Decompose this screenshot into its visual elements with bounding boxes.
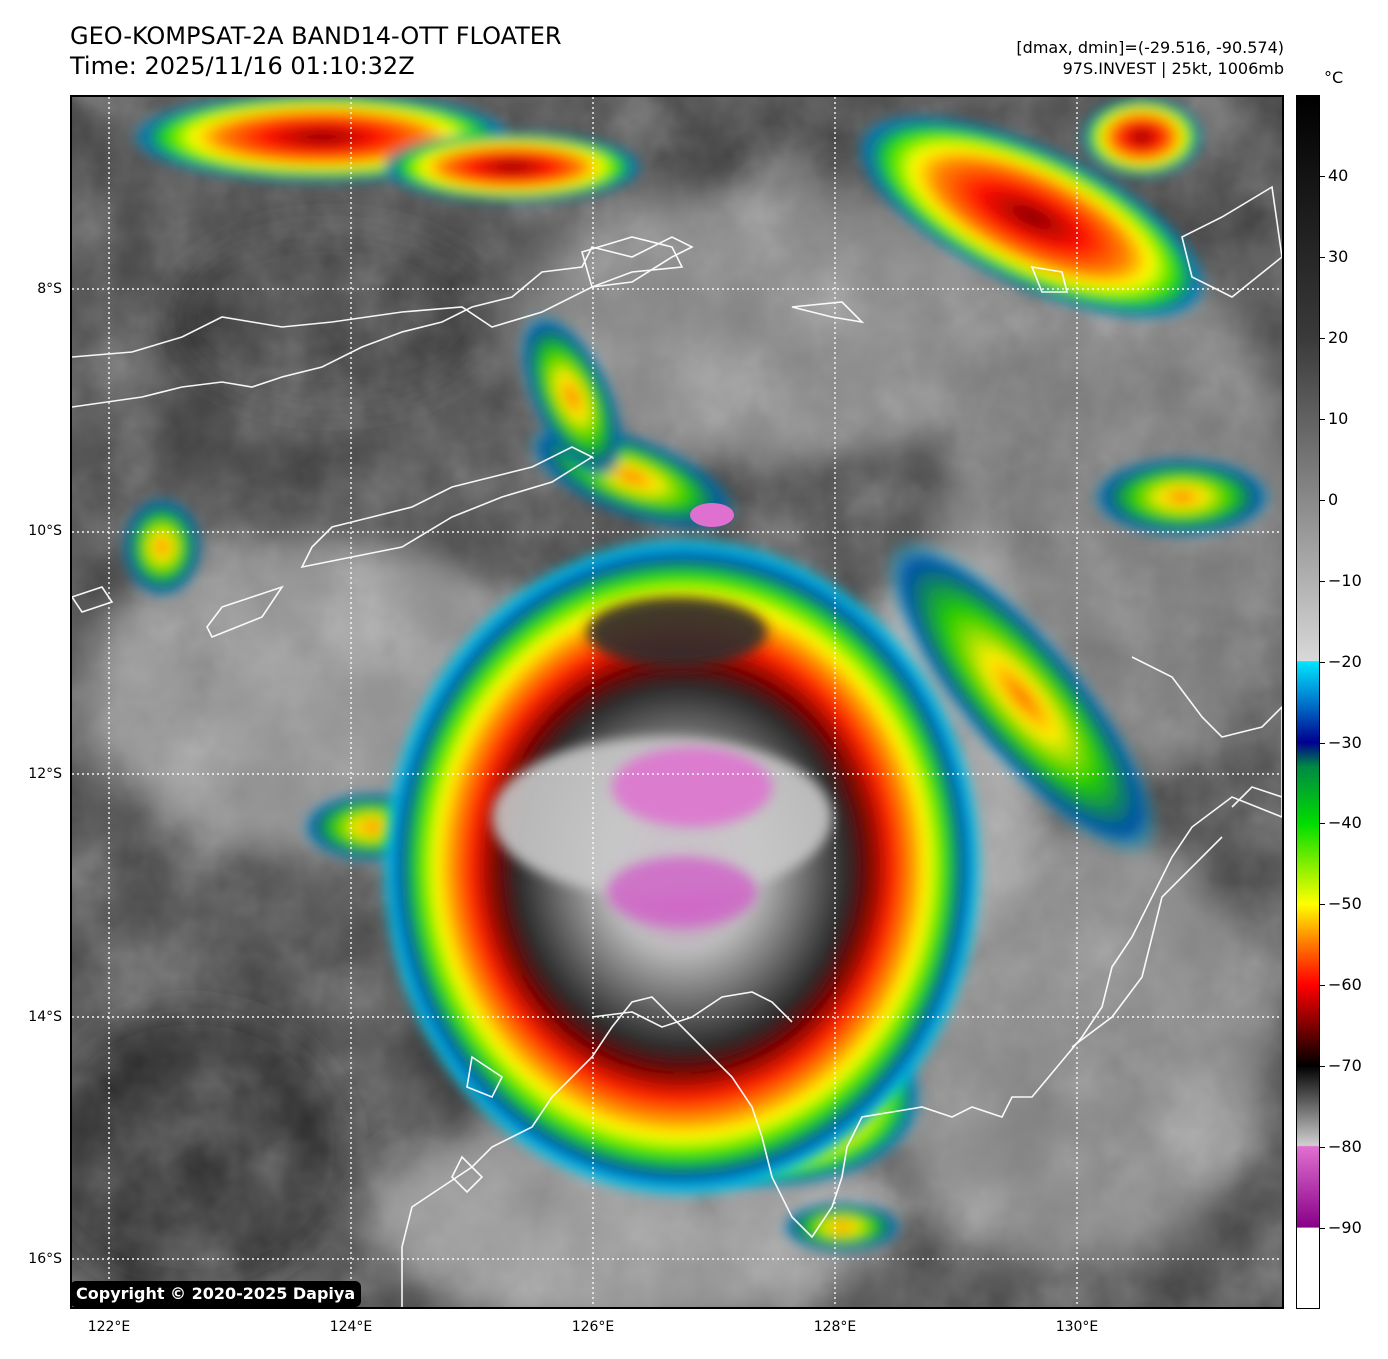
storm-info: 97S.INVEST | 25kt, 1006mb <box>1062 59 1284 78</box>
lat-label-8s: 8°S <box>37 281 62 297</box>
colorbar-tick-mark <box>1320 256 1325 258</box>
colorbar-tick-mark <box>1320 337 1325 339</box>
colorbar-tick-label: 10 <box>1328 408 1349 428</box>
graticule <box>72 97 1282 1307</box>
colorbar-tick-mark <box>1320 904 1325 906</box>
colorbar-tick-label: −80 <box>1328 1137 1362 1157</box>
satellite-map <box>70 95 1284 1309</box>
map-title: GEO-KOMPSAT-2A BAND14-OTT FLOATER <box>70 22 562 50</box>
colorbar-tick-label: −30 <box>1328 732 1362 752</box>
colorbar-tick-label: 0 <box>1328 489 1339 509</box>
lat-label-16s: 16°S <box>28 1251 62 1267</box>
colorbar-tick-label: 40 <box>1328 165 1349 185</box>
colorbar-tick-mark <box>1320 499 1325 501</box>
colorbar-tick-label: −90 <box>1328 1218 1362 1238</box>
colorbar-tick-mark <box>1320 823 1325 825</box>
lon-label-128e: 128°E <box>813 1319 857 1335</box>
colorbar-tick-label: −70 <box>1328 1056 1362 1076</box>
lat-label-12s: 12°S <box>28 766 62 782</box>
colorbar-tick-label: −50 <box>1328 894 1362 914</box>
map-time: Time: 2025/11/16 01:10:32Z <box>70 52 415 80</box>
lon-label-124e: 124°E <box>329 1319 373 1335</box>
colorbar-tick-mark <box>1320 580 1325 582</box>
colorbar-tick-label: −40 <box>1328 813 1362 833</box>
coastlines <box>72 185 1282 1307</box>
colorbar-tick-mark <box>1320 661 1325 663</box>
colorbar-tick-label: 30 <box>1328 246 1349 266</box>
lat-label-10s: 10°S <box>28 523 62 539</box>
colorbar-tick-mark <box>1320 1147 1325 1149</box>
colorbar-tick-mark <box>1320 1066 1325 1068</box>
copyright-badge: Copyright © 2020-2025 Dapiya <box>70 1281 362 1307</box>
storm-cloud-shield <box>382 503 982 1197</box>
colorbar-tick-mark <box>1320 985 1325 987</box>
lat-label-14s: 14°S <box>28 1009 62 1025</box>
colorbar-tick-mark <box>1320 175 1325 177</box>
lon-label-130e: 130°E <box>1055 1319 1099 1335</box>
colorbar-unit: °C <box>1324 68 1344 87</box>
lon-label-122e: 122°E <box>87 1319 131 1335</box>
satellite-imagery <box>72 97 1282 1307</box>
colorbar-tick-mark <box>1320 742 1325 744</box>
colorbar-tick-label: −20 <box>1328 651 1362 671</box>
colorbar-tick-mark <box>1320 1228 1325 1230</box>
colorbar <box>1296 95 1320 1309</box>
dmax-dmin-readout: [dmax, dmin]=(-29.516, -90.574) <box>1016 38 1284 57</box>
colorbar-tick-label: 20 <box>1328 327 1349 347</box>
colorbar-tick-label: −60 <box>1328 975 1362 995</box>
colorbar-tick-label: −10 <box>1328 570 1362 590</box>
lon-label-126e: 126°E <box>571 1319 615 1335</box>
colorbar-tick-mark <box>1320 418 1325 420</box>
